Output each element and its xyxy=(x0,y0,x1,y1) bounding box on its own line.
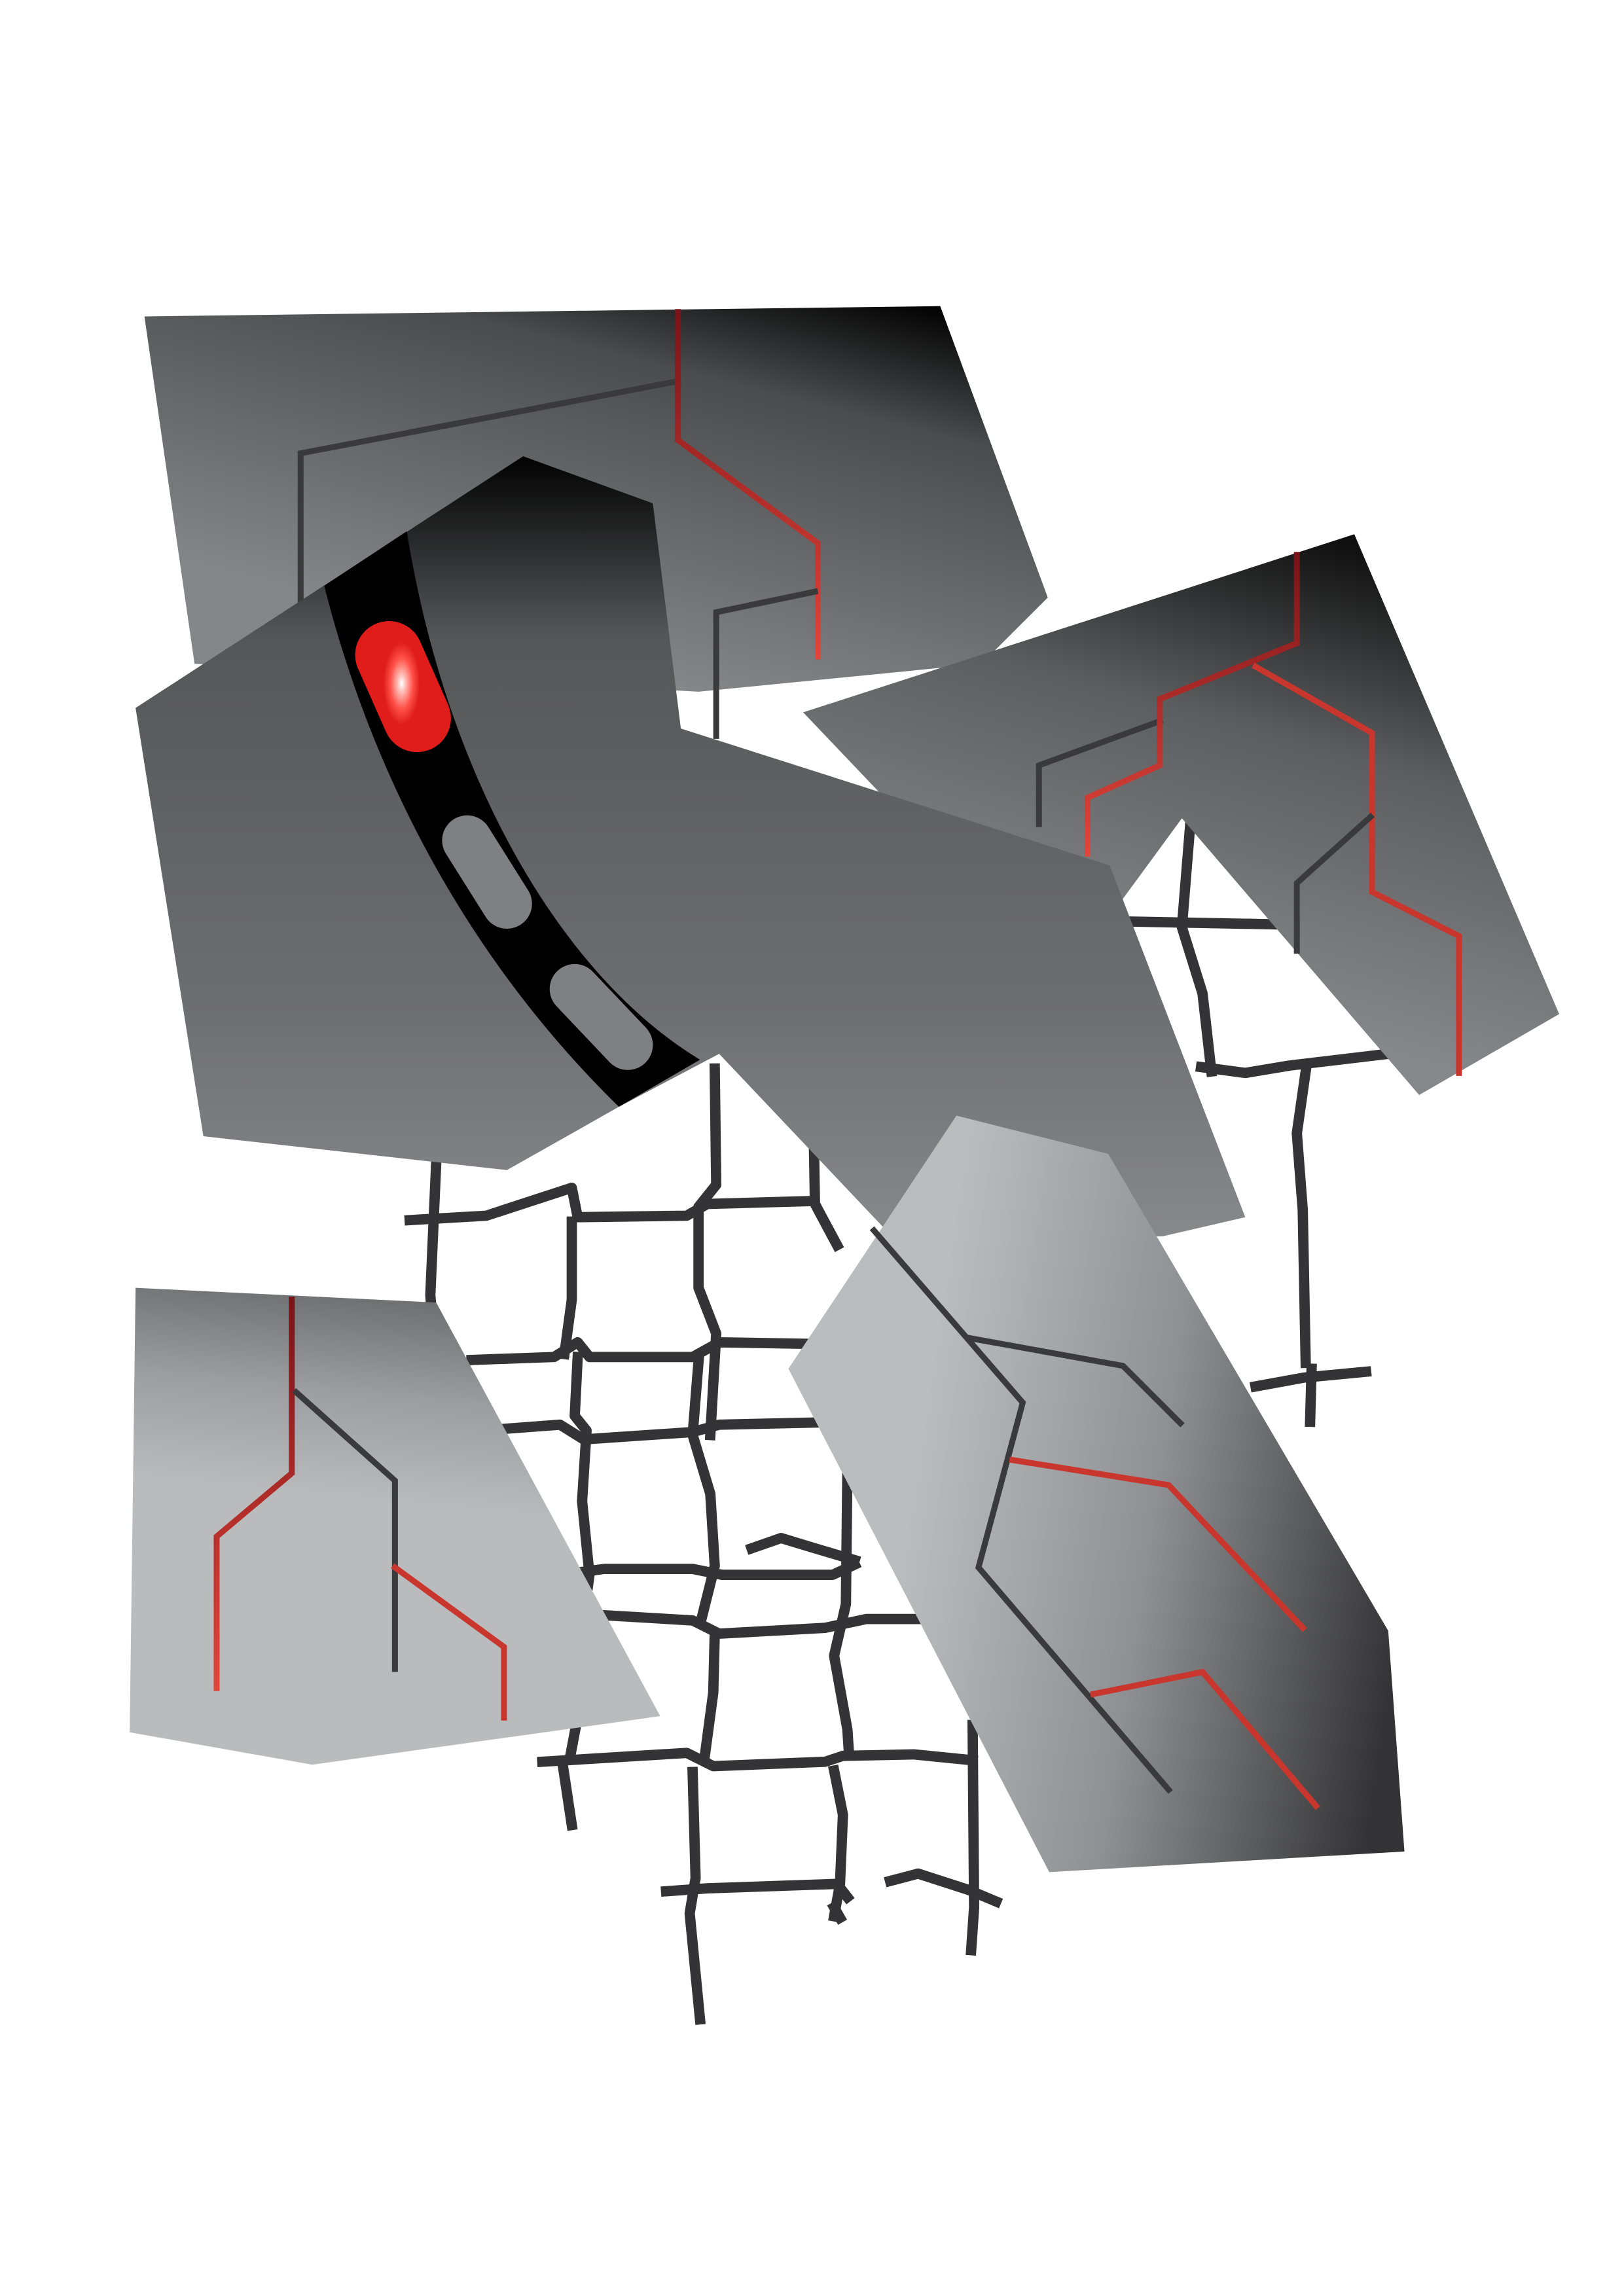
indicator-light-icon xyxy=(549,963,653,1070)
right-panel xyxy=(803,534,1559,1096)
indicator-light-icon xyxy=(355,620,451,753)
circuit-trace-icon xyxy=(297,309,821,739)
circuit-trace-icon xyxy=(1036,552,1462,1076)
indicator-light-icon xyxy=(442,815,532,929)
circuit-trace-icon xyxy=(869,1226,1320,1810)
indicator-lights xyxy=(355,620,653,1070)
circuit-trace-icon xyxy=(213,1297,507,1721)
broken-grid-icon xyxy=(404,812,1394,2025)
bottom-right-panel xyxy=(788,1115,1405,1873)
